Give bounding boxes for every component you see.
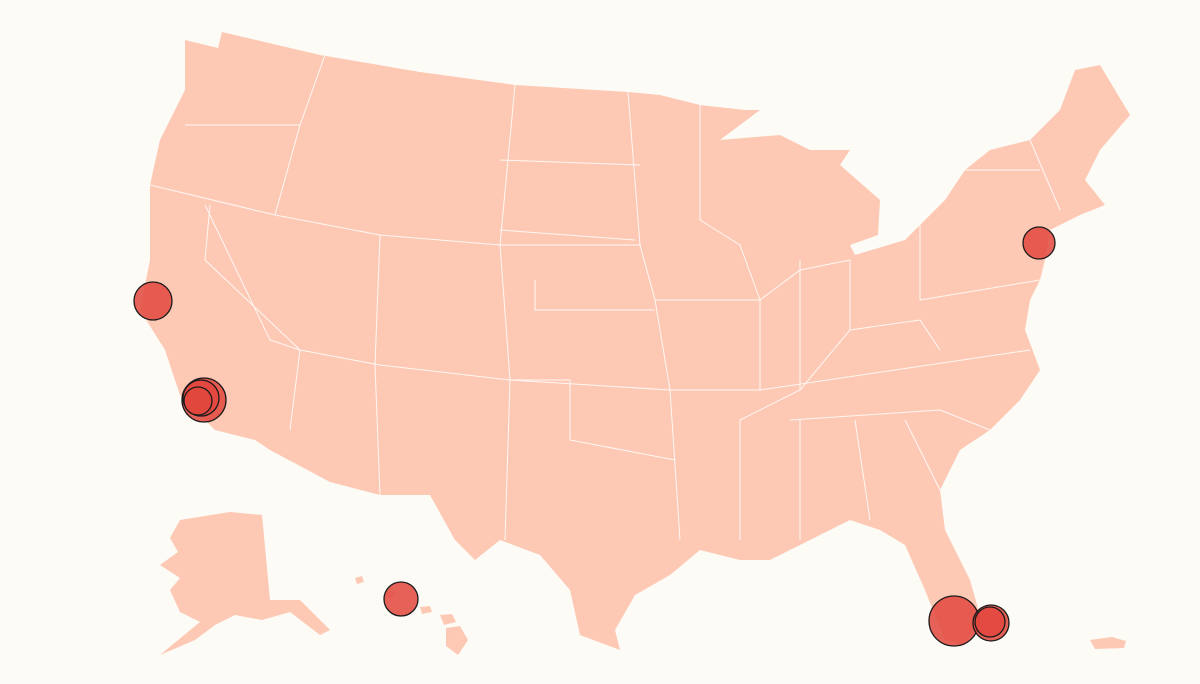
bubble [974,606,1006,638]
land [1090,637,1126,649]
puerto-rico [1090,637,1126,649]
bubble [1022,226,1056,260]
bubble [383,581,419,617]
bubbles [133,226,1056,647]
state-borders [149,54,1061,541]
bubble [928,595,980,647]
land [355,576,468,655]
land [160,512,330,655]
contiguous-us [140,32,1130,650]
alaska [160,512,330,655]
hawaii [355,576,468,655]
bubble [183,386,213,416]
land [140,32,1130,650]
bubble [133,281,173,321]
